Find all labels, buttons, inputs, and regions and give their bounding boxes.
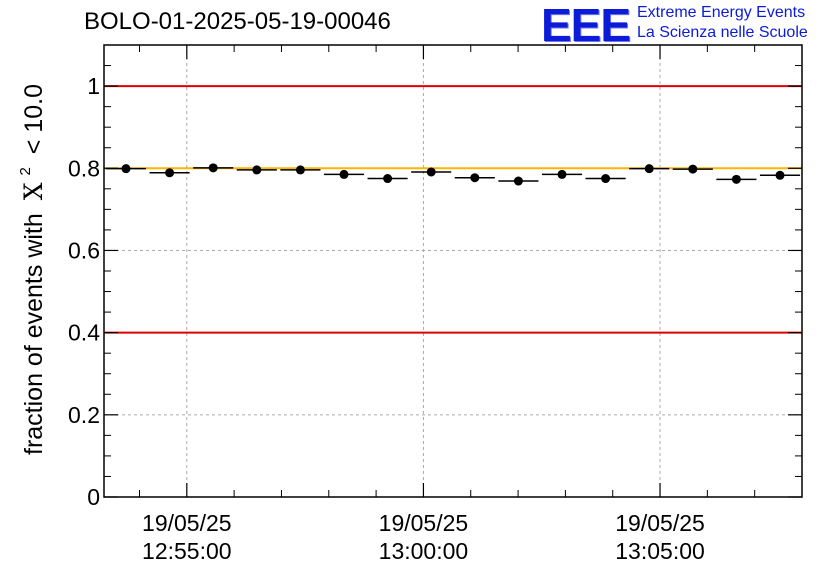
y-tick-label: 0 bbox=[87, 484, 100, 510]
y-axis: 0 0.2 0.4 0.6 0.8 1 bbox=[68, 65, 802, 510]
y-tick-label: 0.4 bbox=[68, 320, 100, 346]
data-point bbox=[470, 173, 480, 183]
reference-lines bbox=[104, 85, 802, 334]
data-point bbox=[775, 170, 785, 180]
y-tick-label: 0.8 bbox=[68, 155, 100, 181]
logo-tagline-2: La Scienza nelle Scuole bbox=[637, 24, 808, 41]
data-point bbox=[121, 164, 131, 174]
data-point bbox=[513, 176, 523, 186]
x-tick-time: 12:55:00 bbox=[142, 538, 232, 564]
x-tick-time: 13:05:00 bbox=[615, 538, 705, 564]
y-axis-label: fraction of events with X 2 < 10.0 bbox=[8, 84, 48, 455]
data-point bbox=[557, 169, 567, 179]
data-point bbox=[426, 167, 436, 177]
plot-frame bbox=[103, 44, 803, 498]
logo-tagline-1: Extreme Energy Events bbox=[637, 4, 806, 21]
x-tick-date: 19/05/25 bbox=[142, 510, 232, 536]
data-point bbox=[688, 164, 698, 174]
chart-title: BOLO-01-2025-05-19-00046 bbox=[84, 8, 391, 35]
data-point bbox=[731, 174, 741, 184]
y-tick-label: 0.6 bbox=[68, 237, 100, 263]
data-point bbox=[339, 169, 349, 179]
data-points bbox=[105, 163, 801, 186]
x-tick-date: 19/05/25 bbox=[615, 510, 705, 536]
y-axis-label-suffix: < 10.0 bbox=[20, 84, 48, 154]
data-point bbox=[165, 168, 175, 178]
x-axis: 19/05/2512:55:0019/05/2513:00:0019/05/25… bbox=[138, 45, 756, 564]
data-point bbox=[383, 174, 393, 184]
y-axis-label-text: fraction of events with bbox=[20, 213, 48, 455]
y-tick-label: 1 bbox=[87, 73, 100, 99]
grid bbox=[104, 45, 802, 497]
data-point bbox=[208, 163, 218, 173]
y-tick-label: 0.2 bbox=[68, 402, 100, 428]
data-point bbox=[252, 165, 262, 175]
data-point bbox=[601, 174, 611, 184]
data-point bbox=[644, 164, 654, 174]
x-tick-date: 19/05/25 bbox=[379, 510, 469, 536]
eee-logo: EEE bbox=[541, 0, 631, 51]
x-tick-time: 13:00:00 bbox=[379, 538, 469, 564]
data-point bbox=[295, 165, 305, 175]
y-axis-label-symbol: X bbox=[19, 182, 48, 200]
y-axis-label-superscript: 2 bbox=[17, 167, 34, 175]
